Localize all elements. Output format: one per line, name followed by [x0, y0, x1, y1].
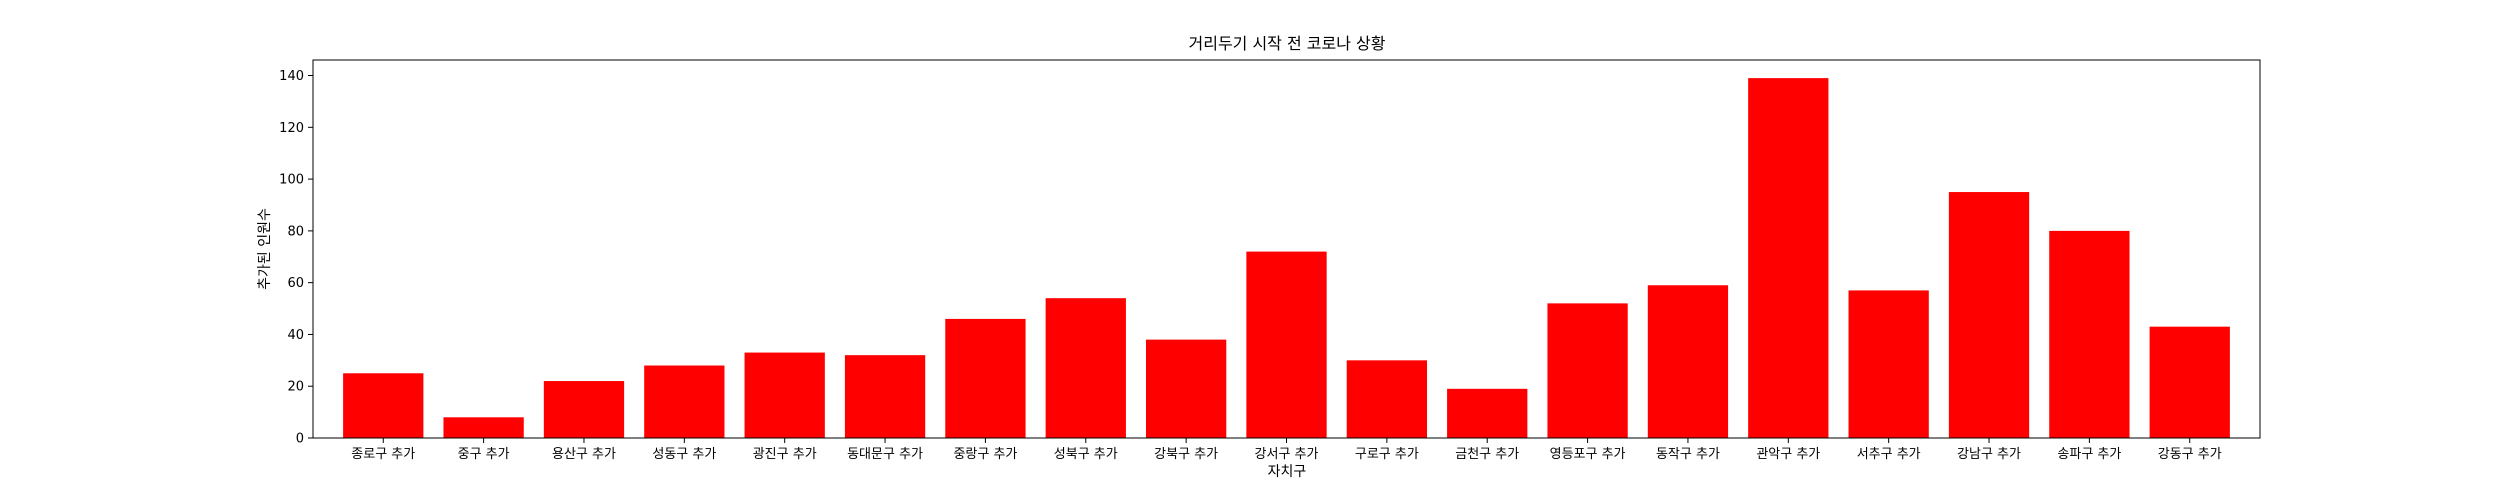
x-tick-label: 구로구 추가 — [1355, 447, 1419, 462]
bar-14 — [1647, 285, 1729, 438]
bar-15 — [1748, 78, 1829, 439]
y-tick-label: 100 — [279, 173, 304, 188]
bar-19 — [2149, 326, 2230, 438]
y-axis-label: 추가된 인원수 — [257, 208, 273, 290]
y-axis-ticks: 0 20 40 60 80 100 120 140 — [279, 69, 313, 447]
bar-3 — [543, 381, 625, 438]
x-tick-label: 성북구 추가 — [1054, 447, 1118, 462]
x-tick-label: 강북구 추가 — [1154, 447, 1218, 462]
x-tick-label: 금천구 추가 — [1455, 447, 1519, 462]
bar-18 — [2049, 230, 2130, 438]
bar-6 — [844, 355, 926, 438]
x-tick-label: 관악구 추가 — [1756, 447, 1820, 462]
bar-12 — [1447, 388, 1528, 438]
x-tick-label: 광진구 추가 — [753, 447, 817, 462]
chart-title: 거리두기 시작 전 코로나 상황 — [1189, 34, 1386, 53]
bars-group — [343, 78, 2230, 439]
x-tick-label: 성동구 추가 — [652, 447, 716, 462]
bar-13 — [1547, 303, 1628, 438]
bar-17 — [1948, 192, 2030, 438]
bar-4 — [644, 365, 725, 438]
y-tick-label: 60 — [287, 276, 304, 291]
y-tick-label: 120 — [279, 121, 304, 136]
x-tick-label: 서추구 추가 — [1857, 447, 1921, 462]
y-tick-label: 0 — [296, 432, 304, 447]
bar-10 — [1246, 251, 1327, 438]
x-tick-label: 강동구 추가 — [2158, 447, 2222, 462]
x-tick-label: 종로구 추가 — [351, 447, 415, 462]
x-tick-label: 용산구 추가 — [552, 447, 616, 462]
x-tick-label: 강남구 추가 — [1957, 447, 2021, 462]
bar-9 — [1145, 339, 1227, 438]
x-tick-label: 동대문구 추가 — [847, 447, 923, 462]
x-tick-label: 중랑구 추가 — [953, 447, 1017, 462]
x-axis-label: 자치구 — [1268, 464, 1307, 480]
x-tick-label: 동작구 추가 — [1656, 447, 1720, 462]
bar-5 — [744, 352, 825, 438]
y-tick-label: 20 — [287, 380, 304, 395]
x-axis-ticks: 종로구 추가 중구 추가 용산구 추가 성동구 추가 광진구 추가 동대문구 추가 중랑구 … — [351, 438, 2222, 462]
bar-2 — [443, 417, 524, 438]
plot-frame — [312, 59, 2261, 439]
x-tick-label: 강서구 추가 — [1255, 447, 1319, 462]
bar-11 — [1346, 360, 1428, 438]
y-tick-label: 140 — [279, 69, 304, 84]
x-tick-label: 중구 추가 — [458, 447, 510, 462]
bar-8 — [1045, 298, 1126, 438]
x-tick-label: 송파구 추가 — [2057, 447, 2121, 462]
bar-7 — [945, 318, 1026, 438]
bar-16 — [1848, 290, 1929, 438]
y-tick-label: 80 — [287, 224, 304, 239]
x-tick-label: 영등포구 추가 — [1550, 447, 1626, 462]
y-tick-label: 40 — [287, 328, 304, 343]
bar-1 — [343, 373, 424, 438]
